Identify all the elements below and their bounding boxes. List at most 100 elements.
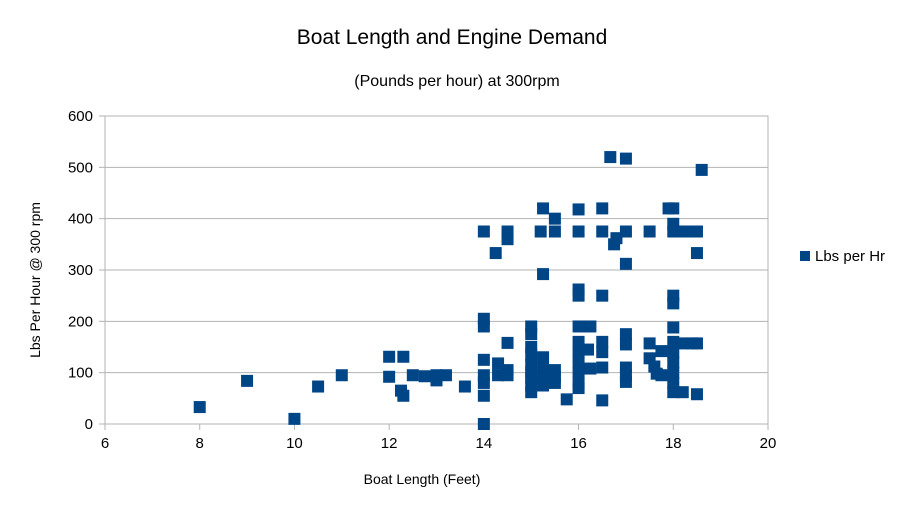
data-point: [439, 369, 452, 382]
data-point: [584, 362, 597, 375]
data-point: [572, 225, 585, 238]
data-point: [477, 225, 490, 238]
y-axis-ticks: 0 100 200 300 400 500 600: [68, 108, 105, 433]
y-tick-label: 200: [68, 313, 93, 330]
y-tick-label: 300: [68, 262, 93, 279]
data-point: [604, 151, 617, 164]
data-point: [667, 376, 680, 389]
legend: Lbs per Hr: [800, 248, 885, 265]
x-tick-label: 18: [665, 435, 682, 452]
data-point: [560, 393, 573, 406]
x-tick-label: 10: [286, 435, 303, 452]
x-tick-label: 12: [381, 435, 398, 452]
data-point: [596, 225, 609, 238]
x-tick-label: 6: [101, 435, 109, 452]
data-point: [383, 370, 396, 383]
data-points: [193, 151, 708, 430]
chart-title: Boat Length and Engine Demand: [297, 26, 608, 49]
data-point: [241, 374, 254, 387]
data-point: [406, 369, 419, 382]
data-point: [572, 366, 585, 379]
data-point: [667, 335, 680, 348]
data-point: [643, 225, 656, 238]
data-point: [572, 203, 585, 216]
data-point: [619, 328, 632, 341]
data-point: [572, 289, 585, 302]
data-point: [596, 361, 609, 374]
y-axis-label: Lbs Per Hour @ 300 rpm: [27, 202, 43, 358]
data-point: [690, 388, 703, 401]
data-point: [477, 418, 490, 430]
data-point: [537, 379, 550, 392]
data-point: [312, 380, 325, 393]
data-point: [619, 257, 632, 270]
data-point: [667, 366, 680, 379]
chart-subtitle: (Pounds per hour) at 300rpm: [354, 73, 559, 90]
data-point: [596, 335, 609, 348]
data-point: [667, 356, 680, 369]
data-point: [537, 361, 550, 374]
data-point: [383, 350, 396, 363]
data-point: [572, 335, 585, 348]
data-point: [477, 389, 490, 402]
x-axis-label: Boat Length (Feet): [364, 471, 481, 487]
data-point: [397, 350, 410, 363]
data-point: [572, 356, 585, 369]
data-point: [397, 389, 410, 402]
data-point: [596, 346, 609, 359]
data-point: [193, 401, 206, 414]
data-point: [596, 202, 609, 215]
data-point: [477, 320, 490, 333]
data-point: [501, 336, 514, 349]
data-point: [534, 225, 547, 238]
data-point: [489, 247, 502, 260]
data-point: [572, 382, 585, 395]
data-point: [676, 337, 689, 350]
data-point: [548, 212, 561, 225]
data-point: [582, 343, 595, 356]
data-point: [643, 337, 656, 350]
data-point: [548, 225, 561, 238]
data-point: [596, 394, 609, 407]
data-point: [572, 320, 585, 333]
data-point: [477, 353, 490, 366]
data-point: [667, 225, 680, 238]
y-tick-label: 0: [85, 416, 93, 433]
data-point: [525, 328, 538, 341]
data-point: [690, 225, 703, 238]
data-point: [619, 375, 632, 388]
data-point: [525, 348, 538, 361]
data-point: [492, 357, 505, 370]
data-point: [667, 202, 680, 215]
data-point: [288, 412, 301, 425]
data-point: [458, 380, 471, 393]
x-tick-label: 14: [476, 435, 493, 452]
x-tick-label: 20: [760, 435, 777, 452]
data-point: [667, 346, 680, 359]
data-point: [477, 376, 490, 389]
data-point: [584, 320, 597, 333]
data-point: [596, 289, 609, 302]
data-point: [667, 386, 680, 399]
legend-label: Lbs per Hr: [815, 248, 885, 265]
data-point: [619, 225, 632, 238]
data-point: [619, 338, 632, 351]
data-point: [525, 386, 538, 399]
data-point: [610, 232, 623, 245]
data-point: [335, 369, 348, 382]
data-point: [418, 370, 431, 383]
data-point: [695, 163, 708, 176]
y-tick-label: 500: [68, 159, 93, 176]
data-point: [537, 351, 550, 364]
data-point: [430, 374, 443, 387]
data-point: [690, 247, 703, 260]
data-point: [655, 345, 668, 358]
data-point: [548, 376, 561, 389]
data-point: [537, 202, 550, 215]
data-point: [501, 369, 514, 382]
data-point: [690, 337, 703, 350]
data-point: [655, 369, 668, 382]
data-point: [501, 233, 514, 246]
data-point: [676, 225, 689, 238]
